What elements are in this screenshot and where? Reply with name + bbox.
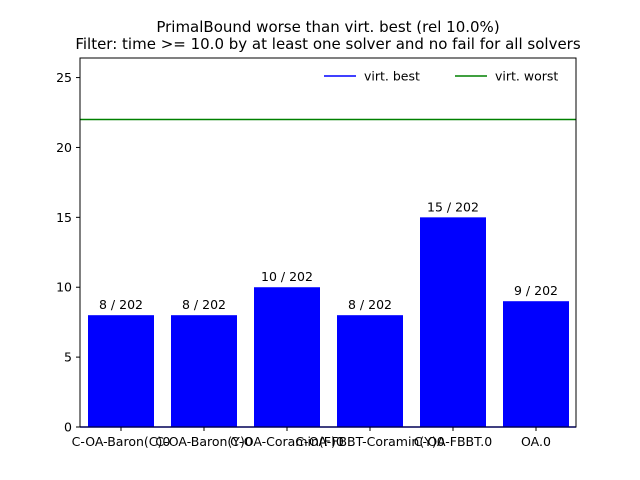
bar-label-1: 8 / 202 — [182, 297, 226, 312]
legend-label-0: virt. best — [364, 69, 420, 84]
y-axis: 0 5 10 15 20 25 — [56, 70, 80, 435]
y-tick-label-3: 15 — [56, 210, 72, 225]
reference-lines — [80, 118, 576, 428]
chart-title: PrimalBound worse than virt. best (rel 1… — [156, 18, 499, 36]
bar-1 — [171, 315, 237, 427]
bar-label-0: 8 / 202 — [99, 297, 143, 312]
plot-frame — [79, 57, 577, 428]
y-tick-label-2: 10 — [56, 280, 72, 295]
x-tick-label-0: C-OA-Baron(C)0 — [72, 434, 171, 449]
y-tick-label-4: 20 — [56, 140, 72, 155]
chart-subtitle: Filter: time >= 10.0 by at least one sol… — [75, 35, 581, 53]
bar-label-5: 9 / 202 — [514, 283, 558, 298]
y-tick-label-0: 0 — [64, 420, 72, 435]
y-tick-label-1: 5 — [64, 350, 72, 365]
legend-label-1: virt. worst — [495, 69, 558, 84]
bar-5 — [503, 301, 569, 427]
x-tick-label-2: C-OA-Coramin(F)0 — [230, 434, 344, 449]
x-tick-label-1: C-OA-Baron(Y)0 — [155, 434, 253, 449]
bars — [88, 217, 569, 427]
legend: virt. best virt. worst — [324, 69, 558, 84]
bar-label-2: 10 / 202 — [261, 269, 313, 284]
bar-3 — [337, 315, 403, 427]
y-tick-label-5: 25 — [56, 70, 72, 85]
bar-labels: 8 / 202 8 / 202 10 / 202 8 / 202 15 / 202 9 /… — [99, 199, 558, 312]
bar-4 — [420, 217, 486, 427]
bar-2 — [254, 287, 320, 427]
x-axis: C-OA-Baron(C)0C-OA-Baron(Y)0C-OA-Coramin… — [72, 427, 551, 449]
x-tick-label-4: C-OA-FBBT.0 — [414, 434, 492, 449]
x-tick-label-5: OA.0 — [521, 434, 551, 449]
bar-label-3: 8 / 202 — [348, 297, 392, 312]
x-tick-label-3: C-OA-FBBT-Coramin(Y)0 — [295, 434, 444, 449]
bar-0 — [88, 315, 154, 427]
bar-label-4: 15 / 202 — [427, 199, 479, 214]
